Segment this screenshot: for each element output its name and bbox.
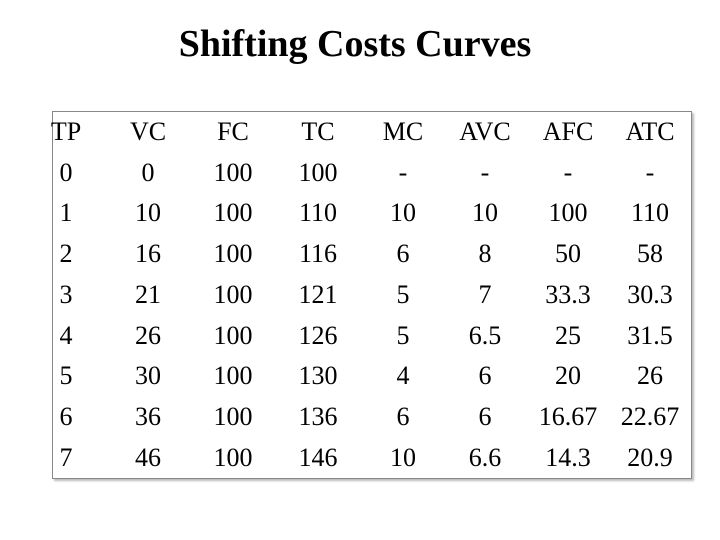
header-cell: VC bbox=[129, 117, 167, 146]
table-cell: 14.3 bbox=[545, 442, 591, 472]
table-cell: 116 bbox=[298, 239, 338, 269]
table-cell: 10 bbox=[472, 198, 498, 228]
table-cell: 100 bbox=[213, 442, 253, 472]
table-cell: - bbox=[480, 157, 490, 187]
header-cell: TC bbox=[301, 117, 335, 146]
table-cell: 110 bbox=[298, 198, 338, 228]
table-cell: 22.67 bbox=[620, 401, 680, 431]
table-cell: 100 bbox=[213, 361, 253, 391]
table-cell: 10 bbox=[390, 198, 416, 228]
table-cell: 26 bbox=[637, 361, 663, 391]
table-cell: 110 bbox=[630, 198, 670, 228]
table-cell: 6 bbox=[478, 361, 492, 391]
table-cell: 26 bbox=[135, 320, 161, 350]
header-cell: FC bbox=[217, 117, 249, 146]
table-cell: 25 bbox=[555, 320, 581, 350]
header-cell: TP bbox=[50, 117, 82, 146]
table-cell: 136 bbox=[298, 401, 338, 431]
table-cell: 100 bbox=[213, 279, 253, 309]
table-cell: - bbox=[645, 157, 655, 187]
table-cell: 100 bbox=[213, 198, 253, 228]
table-cell: 20.9 bbox=[627, 442, 673, 472]
table-cell: 100 bbox=[213, 239, 253, 269]
table-cell: 8 bbox=[478, 239, 492, 269]
table-cell: 31.5 bbox=[627, 320, 673, 350]
table-cell: 46 bbox=[135, 442, 161, 472]
table-cell: 0 bbox=[59, 157, 73, 187]
table-cell: 6 bbox=[396, 401, 410, 431]
table-cell: 3 bbox=[59, 279, 73, 309]
table-cell: 30 bbox=[135, 361, 161, 391]
table bbox=[52, 111, 692, 479]
header-cell: AVC bbox=[459, 117, 511, 146]
title: Shifting Costs Curves bbox=[178, 23, 532, 65]
table-cell: 50 bbox=[555, 239, 581, 269]
table-cell: 10 bbox=[390, 442, 416, 472]
header-cell: ATC bbox=[625, 117, 675, 146]
table-cell: 100 bbox=[213, 401, 253, 431]
table-cell: 16 bbox=[135, 239, 161, 269]
table-cell: 6.5 bbox=[468, 320, 502, 350]
table-cell: 7 bbox=[478, 279, 492, 309]
table-cell: - bbox=[563, 157, 573, 187]
table-cell: 126 bbox=[298, 320, 338, 350]
table-cell: 30.3 bbox=[627, 279, 673, 309]
table-cell: 5 bbox=[396, 279, 410, 309]
table-cell: 16.67 bbox=[538, 401, 598, 431]
table-cell: 36 bbox=[135, 401, 161, 431]
table-cell: 1 bbox=[59, 198, 73, 228]
table-cell: 0 bbox=[141, 157, 155, 187]
table-cell: 4 bbox=[59, 320, 73, 350]
table-cell: 5 bbox=[59, 361, 73, 391]
table-cell: 130 bbox=[298, 361, 338, 391]
table-cell: 5 bbox=[396, 320, 410, 350]
header-cell: AFC bbox=[542, 117, 594, 146]
table-cell: 6.6 bbox=[468, 442, 502, 472]
table-cell: 100 bbox=[213, 157, 253, 187]
table-cell: 146 bbox=[298, 442, 338, 472]
table-cell: 100 bbox=[213, 320, 253, 350]
table-cell: 33.3 bbox=[545, 279, 591, 309]
table-cell: 10 bbox=[135, 198, 161, 228]
table-cell: 21 bbox=[135, 279, 161, 309]
table-cell: 4 bbox=[396, 361, 410, 391]
table-cell: 6 bbox=[478, 401, 492, 431]
table-cell: 6 bbox=[59, 401, 73, 431]
header-cell: MC bbox=[382, 117, 424, 146]
table-cell: - bbox=[398, 157, 408, 187]
table-cell: 2 bbox=[59, 239, 73, 269]
table-cell: 100 bbox=[298, 157, 338, 187]
table-cell: 58 bbox=[637, 239, 663, 269]
table-cell: 20 bbox=[555, 361, 581, 391]
table-cell: 121 bbox=[298, 279, 338, 309]
table-cell: 7 bbox=[59, 442, 73, 472]
table-cell: 6 bbox=[396, 239, 410, 269]
table-cell: 100 bbox=[548, 198, 588, 228]
